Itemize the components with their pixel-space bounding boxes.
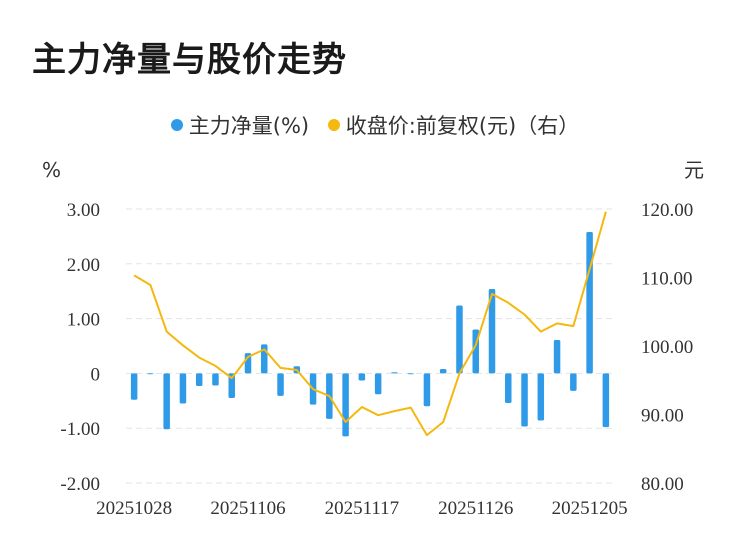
left-axis-tick-label: -1.00 <box>60 419 100 440</box>
net-flow-bar <box>586 232 593 374</box>
net-flow-bar <box>212 373 219 386</box>
left-axis-tick-label: 0 <box>91 364 101 385</box>
legend: 主力净量(%) 收盘价:前复权(元)（右） <box>0 110 750 140</box>
net-flow-bar <box>505 373 512 403</box>
net-flow-bar <box>521 373 528 427</box>
net-flow-bar <box>570 373 577 391</box>
net-flow-bar <box>407 373 414 375</box>
right-axis-tick-label: 80.00 <box>641 474 684 495</box>
bar-series <box>130 232 610 437</box>
x-axis-tick-label: 20251205 <box>552 498 628 519</box>
x-axis-tick-label: 20251126 <box>438 498 513 519</box>
net-flow-bar <box>488 289 496 374</box>
left-axis-tick-label: 2.00 <box>67 255 100 276</box>
net-flow-bar <box>358 373 366 381</box>
right-axis-tick-label: 100.00 <box>641 337 693 358</box>
net-flow-bar <box>456 305 463 374</box>
net-flow-bar <box>423 373 431 407</box>
legend-item-close-price[interactable]: 收盘价:前复权(元)（右） <box>327 110 580 140</box>
net-flow-bar <box>537 373 545 421</box>
legend-dot-close-price <box>327 119 340 131</box>
net-flow-bar <box>342 373 349 437</box>
left-axis-tick-label: -2.00 <box>60 474 100 495</box>
left-axis-tick-label: 1.00 <box>67 310 100 331</box>
right-axis-tick-label: 120.00 <box>641 200 693 221</box>
net-flow-bar <box>163 373 170 430</box>
net-flow-bar <box>228 373 235 399</box>
right-axis-tick-label: 90.00 <box>641 406 684 427</box>
net-flow-bar <box>277 373 284 396</box>
left-axis-unit: % <box>42 158 61 182</box>
net-flow-bar <box>391 372 398 374</box>
chart-title: 主力净量与股价走势 <box>32 40 347 80</box>
x-axis-tick-label: 20251117 <box>325 498 400 519</box>
net-flow-bar <box>130 373 138 400</box>
right-axis-unit: 元 <box>684 158 704 182</box>
legend-dot-net-flow <box>170 119 183 131</box>
gridlines <box>126 208 614 484</box>
left-axis-tick-label: 3.00 <box>67 200 100 221</box>
net-flow-bar <box>602 373 610 428</box>
net-flow-bar <box>374 373 382 395</box>
axis-ticks: 3.00 2.00 1.00 0 -1.00 -2.00 120.00 110.00 100.0… <box>60 200 693 519</box>
legend-item-net-flow[interactable]: 主力净量(%) <box>170 110 310 140</box>
right-axis-tick-label: 110.00 <box>641 269 693 290</box>
legend-label-close-price: 收盘价:前复权(元)（右） <box>345 114 580 138</box>
net-flow-bar <box>439 369 447 374</box>
legend-label-net-flow: 主力净量(%) <box>188 114 310 138</box>
x-axis-tick-label: 20251028 <box>96 498 172 519</box>
net-flow-bar <box>147 373 154 375</box>
close-price-line <box>133 211 607 437</box>
line-series <box>133 211 607 437</box>
net-flow-bar <box>195 373 203 387</box>
x-axis-tick-label: 20251106 <box>210 498 285 519</box>
net-flow-bar <box>179 373 187 404</box>
net-flow-bar <box>553 339 561 374</box>
